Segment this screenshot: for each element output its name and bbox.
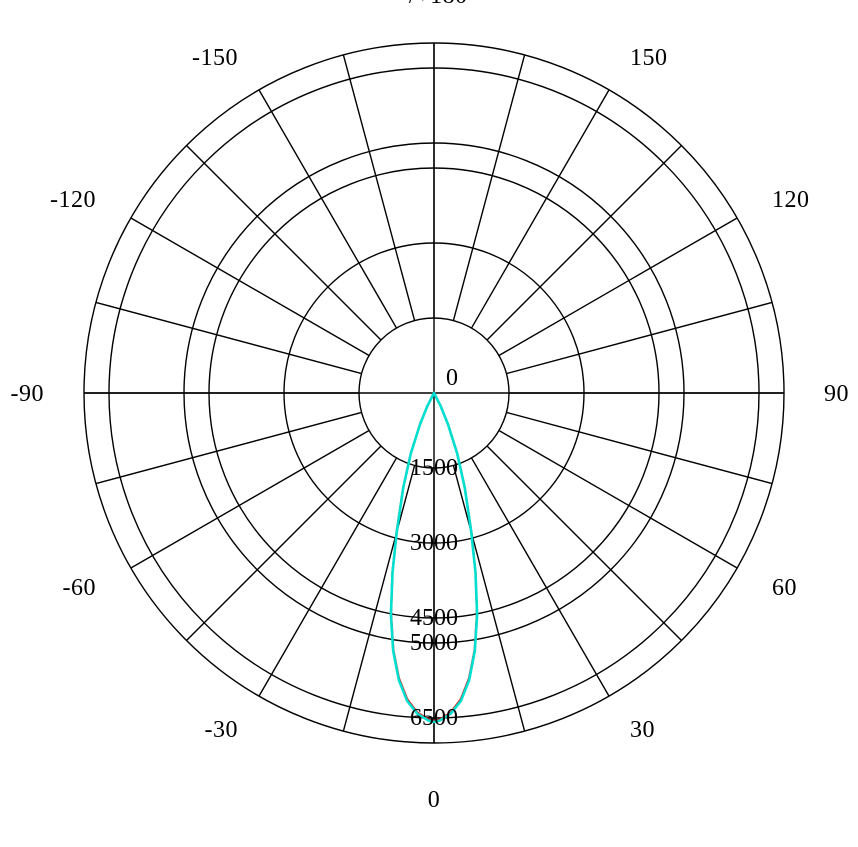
ring-label: 6500 bbox=[410, 705, 458, 731]
angle-label: -90 bbox=[11, 381, 45, 407]
angle-label: -150 bbox=[192, 45, 238, 71]
angle-label: 150 bbox=[630, 45, 668, 71]
ring-label: 5000 bbox=[410, 630, 458, 656]
angle-label: 0 bbox=[428, 787, 441, 813]
polar-chart: 0 1500 3000 45005000 6500 -/+180 150 120 90 60 30 0… bbox=[0, 0, 858, 847]
angle-label: -30 bbox=[205, 717, 239, 743]
angle-label: 60 bbox=[772, 575, 797, 601]
angle-label: -120 bbox=[50, 187, 96, 213]
angle-label: 30 bbox=[630, 717, 655, 743]
angle-label: -/+180 bbox=[400, 0, 467, 9]
angle-label: 120 bbox=[772, 187, 810, 213]
ring-label: 1500 bbox=[410, 455, 458, 481]
angle-label: -60 bbox=[62, 575, 96, 601]
ring-label: 3000 bbox=[410, 530, 458, 556]
center-label: 0 bbox=[446, 365, 458, 391]
ring-label: 4500 bbox=[410, 605, 458, 631]
polar-svg: 0 1500 3000 45005000 6500 -/+180 150 120 90 60 30 0… bbox=[0, 0, 858, 847]
angle-label: 90 bbox=[824, 381, 849, 407]
